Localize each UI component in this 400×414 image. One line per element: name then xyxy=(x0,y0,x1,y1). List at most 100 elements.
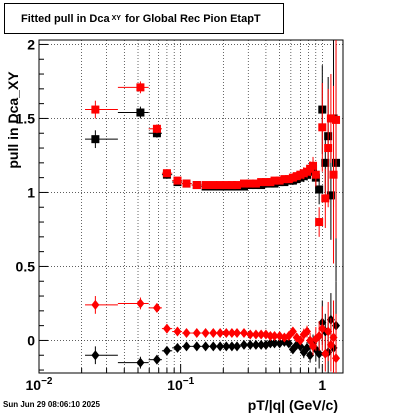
square-marker xyxy=(324,144,333,153)
diamond-marker xyxy=(296,341,305,352)
square-marker xyxy=(91,135,100,144)
y-tick-label: 2 xyxy=(27,36,35,52)
square-marker xyxy=(136,108,145,117)
diamond-marker xyxy=(270,331,279,341)
diamond-marker xyxy=(216,328,225,339)
diamond-marker xyxy=(162,323,171,334)
square-marker xyxy=(275,176,284,185)
diamond-marker xyxy=(288,326,297,337)
diamond-marker xyxy=(296,335,305,346)
diamond-marker xyxy=(306,350,315,361)
y-tick-label: 0 xyxy=(27,332,35,348)
square-marker xyxy=(173,176,182,185)
diamond-marker xyxy=(315,348,324,359)
diamond-marker xyxy=(251,339,260,350)
diamond-marker xyxy=(324,326,333,337)
diamond-marker xyxy=(91,299,100,310)
diamond-marker xyxy=(246,329,255,340)
diamond-marker xyxy=(326,339,335,350)
square-marker xyxy=(311,170,320,179)
square-marker xyxy=(318,123,327,132)
square-marker xyxy=(192,181,201,190)
diamond-marker xyxy=(192,341,201,352)
square-marker xyxy=(321,194,330,203)
x-tick-label: 1 xyxy=(318,377,326,393)
y-axis-label: pull in Dca_XY xyxy=(5,71,21,169)
diamond-marker xyxy=(309,341,318,352)
diamond-marker xyxy=(216,341,225,352)
diamond-marker xyxy=(257,339,266,350)
diamond-marker xyxy=(332,353,341,364)
square-marker xyxy=(329,170,338,179)
diamond-marker xyxy=(239,328,248,339)
diamond-marker xyxy=(182,341,191,352)
diamond-marker xyxy=(315,331,324,341)
diamond-marker xyxy=(209,341,218,352)
square-marker xyxy=(162,169,171,178)
diamond-marker xyxy=(239,339,248,350)
square-marker xyxy=(152,124,161,133)
y-tick-label: 1 xyxy=(27,184,35,200)
square-marker xyxy=(315,218,324,227)
square-marker xyxy=(222,181,231,190)
square-marker xyxy=(326,114,335,123)
diamond-marker xyxy=(303,342,312,353)
square-marker xyxy=(309,161,318,170)
title-subscript: XY xyxy=(111,15,121,22)
square-marker xyxy=(182,179,191,188)
diamond-marker xyxy=(303,326,312,337)
diamond-marker xyxy=(266,338,275,349)
x-axis-label: pT/|q| (GeV/c) xyxy=(248,397,338,413)
diamond-marker xyxy=(233,328,242,339)
diamond-marker xyxy=(152,354,161,365)
square-marker xyxy=(136,83,145,92)
diamond-marker xyxy=(162,345,171,356)
diamond-marker xyxy=(152,302,161,313)
square-marker xyxy=(201,181,210,190)
axes: 0 0.5 1 1.5 2 10−2 10−1 1 xyxy=(16,36,327,393)
x-tick-label: 10−2 xyxy=(26,376,53,393)
plot-frame xyxy=(38,39,344,374)
square-marker xyxy=(216,181,225,190)
diamond-marker xyxy=(251,329,260,340)
diamond-marker xyxy=(201,341,210,352)
square-marker xyxy=(246,179,255,188)
diamond-marker xyxy=(91,350,100,361)
data-points xyxy=(85,40,341,373)
square-marker xyxy=(209,181,218,190)
diamond-marker xyxy=(136,298,145,309)
datestamp: Sun Jun 29 08:06:10 2025 xyxy=(3,400,100,409)
diamond-marker xyxy=(266,331,275,341)
square-marker xyxy=(332,115,341,124)
diamond-marker xyxy=(233,341,242,352)
diamond-marker xyxy=(329,332,338,343)
diamond-marker xyxy=(173,342,182,353)
square-marker xyxy=(91,105,100,114)
title-rest: for Global Rec Pion EtapT xyxy=(124,12,261,25)
square-marker xyxy=(251,179,260,188)
diamond-marker xyxy=(222,328,231,339)
diamond-marker xyxy=(222,341,231,352)
square-marker xyxy=(321,158,330,167)
diamond-marker xyxy=(227,328,236,339)
diamond-marker xyxy=(173,326,182,337)
diamond-marker xyxy=(192,328,201,339)
diamond-marker xyxy=(209,328,218,339)
y-tick-label: 1.5 xyxy=(16,110,36,126)
diamond-marker xyxy=(284,338,293,349)
diamond-marker xyxy=(257,329,266,340)
diamond-marker xyxy=(321,348,330,359)
square-marker xyxy=(233,181,242,190)
square-marker xyxy=(261,178,270,187)
square-marker xyxy=(270,176,279,185)
diamond-marker xyxy=(182,328,191,339)
diamond-marker xyxy=(246,339,255,350)
diamond-marker xyxy=(270,338,279,349)
diamond-marker xyxy=(318,323,327,334)
diamond-marker xyxy=(227,341,236,352)
square-marker xyxy=(326,191,335,200)
square-marker xyxy=(315,185,324,194)
square-marker xyxy=(284,175,293,184)
diamond-marker xyxy=(136,357,145,368)
